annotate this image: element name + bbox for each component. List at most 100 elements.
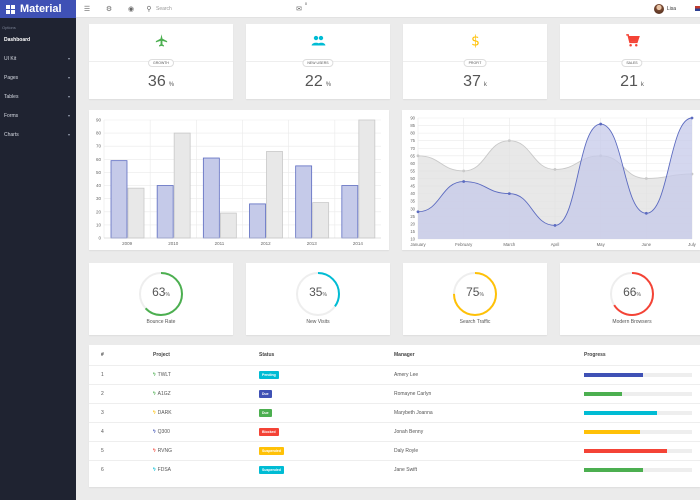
table-row[interactable]: 5 ϟ RVNG Suspended Daly Royle [89,440,700,460]
stat-badge: PROFIT [463,59,487,67]
data-point[interactable] [553,168,557,171]
data-point[interactable] [690,116,694,120]
x-tick-label: January [410,242,426,247]
project-name: Q300 [157,428,170,435]
bar[interactable] [219,212,237,239]
status-badge: Suspended [259,465,284,474]
palette-icon[interactable]: ◉ [127,5,135,13]
data-point[interactable] [644,177,648,180]
table-row[interactable]: 3 ϟ DARK Due Marybeth Joanna [89,402,700,422]
status-cell: Suspended [247,440,382,460]
project-name: DARK [157,409,172,416]
bolt-icon: ϟ [153,371,156,378]
y-tick-label: 20 [410,221,415,226]
table-row[interactable]: 6 ϟ FDSA Suspended Jane Swift [89,459,700,479]
data-point[interactable] [462,180,466,183]
airplane-icon [154,33,169,53]
gauge-unit: % [165,292,170,298]
data-point[interactable] [553,223,557,227]
menu-icon[interactable]: ☰ [83,5,91,13]
series-line [417,117,693,226]
bolt-icon: ϟ [153,428,156,435]
progress-bar [584,448,692,453]
gauge-number: 66 [623,285,637,299]
sidebar-item-label: UI Kit [4,55,17,62]
user-menu[interactable]: Lisa [653,3,676,14]
data-point[interactable] [644,211,648,215]
gauge-arc [453,272,497,316]
apps-grid-icon [6,4,15,14]
column-header[interactable]: Project [153,351,170,358]
gauge-value: 63% [89,285,233,299]
stat-number: 21 [620,73,638,90]
data-point[interactable] [416,210,420,214]
status-badge: Pending [259,370,279,379]
data-point[interactable] [599,122,603,126]
data-point[interactable] [416,154,420,158]
y-tick-label: 70 [410,146,415,151]
project-name: FDSA [157,466,171,473]
x-tick-label: March [503,242,516,247]
status-badge: Due [259,389,272,398]
y-tick-label: 50 [410,176,415,181]
bar[interactable] [202,157,220,239]
row-number: 5 [89,440,141,460]
sidebar-item-pages[interactable]: Pages ▾ [0,68,76,87]
bar[interactable] [249,203,266,239]
bar[interactable] [358,119,376,239]
column-header[interactable]: # [101,351,104,358]
bar[interactable] [341,185,359,239]
bar[interactable] [173,132,191,239]
manager-name: Jonah Benny [382,421,572,441]
flag-icon[interactable] [695,6,700,11]
status-badge: Suspended [259,446,284,455]
stat-badge: NEW USERS [302,59,334,67]
gauge-card-new-visits: 35% New Visits [246,263,390,335]
gauge-label: Modern Browsers [612,319,652,325]
column-header[interactable]: Status [259,351,275,358]
chevron-down-icon: ▾ [67,56,70,61]
bar[interactable] [295,165,313,239]
table-row[interactable]: 2 ϟ A1GZ Due Romayne Carlyn [89,383,700,403]
search-input[interactable]: ⚲ Search [142,5,212,13]
sidebar-item-forms[interactable]: Forms ▾ [0,106,76,125]
data-point[interactable] [507,192,511,196]
column-header[interactable]: Progress [584,351,606,358]
data-point[interactable] [462,169,466,173]
status-cell: Due [247,402,382,422]
stat-card-profit: $ PROFIT 37 k [403,24,547,99]
bar[interactable] [110,160,128,239]
gear-icon[interactable]: ⚙ [105,5,113,13]
bar[interactable] [266,151,283,239]
area-fill [418,118,692,239]
x-tick-label: 2010 [168,241,179,246]
y-tick-label: 55 [410,168,415,173]
sidebar-item-ui-kit[interactable]: UI Kit ▾ [0,49,76,68]
table-row[interactable]: 4 ϟ Q300 Blocked Jonah Benny [89,421,700,441]
sidebar-item-charts[interactable]: Charts ▾ [0,125,76,144]
status-badge: Due [259,408,272,417]
bar[interactable] [127,187,145,239]
gauge-card-bounce-rate: 63% Bounce Rate [89,263,233,335]
sidebar-item-dashboard[interactable]: Dashboard [0,30,76,49]
gauge-arc [296,272,340,316]
column-header[interactable]: Manager [394,351,415,358]
bar[interactable] [312,202,330,239]
y-tick-label: 15 [410,229,415,234]
bar[interactable] [156,185,174,239]
table-row[interactable]: 1 ϟ TWLT Pending Amery Lee [89,364,700,384]
y-tick-label: 65 [410,153,415,158]
progress-bar [584,391,692,396]
mail-icon[interactable]: ✉ 0 [296,1,307,13]
stat-icon-area [246,24,390,62]
manager-name: Daly Royle [382,440,572,460]
brand[interactable]: Material [0,0,76,18]
data-point[interactable] [507,139,511,143]
y-tick-label: 40 [96,183,102,188]
sidebar-item-tables[interactable]: Tables ▾ [0,87,76,106]
manager-name: Jane Swift [382,459,572,479]
stat-number: 37 [463,73,481,90]
gauge-number: 63 [152,285,166,299]
chevron-down-icon: ▾ [67,75,70,80]
y-tick-label: 75 [410,138,415,143]
